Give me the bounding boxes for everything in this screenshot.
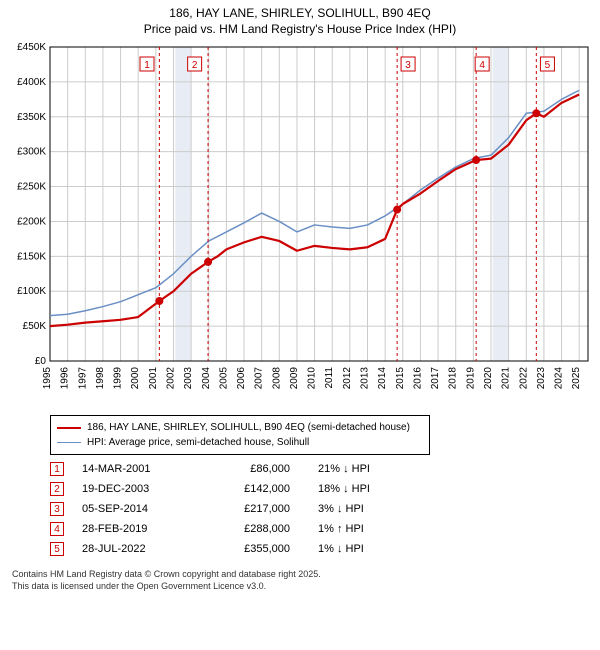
sales-row: 3 05-SEP-2014 £217,000 3% ↓ HPI: [50, 499, 588, 519]
svg-text:2009: 2009: [289, 367, 300, 390]
footer-line1: Contains HM Land Registry data © Crown c…: [12, 569, 588, 581]
sale-price: £86,000: [210, 463, 290, 475]
sale-date: 28-FEB-2019: [82, 523, 192, 535]
svg-text:3: 3: [405, 60, 411, 71]
legend-label-1: 186, HAY LANE, SHIRLEY, SOLIHULL, B90 4E…: [87, 420, 410, 435]
sale-date: 28-JUL-2022: [82, 543, 192, 555]
svg-text:£0: £0: [35, 356, 47, 367]
sale-price: £288,000: [210, 523, 290, 535]
svg-text:2002: 2002: [165, 367, 176, 390]
chart-container: 186, HAY LANE, SHIRLEY, SOLIHULL, B90 4E…: [0, 0, 600, 650]
sale-marker-1: 1: [50, 462, 64, 476]
svg-text:4: 4: [479, 60, 485, 71]
svg-text:2017: 2017: [430, 367, 441, 390]
legend-label-2: HPI: Average price, semi-detached house,…: [87, 435, 309, 450]
sales-row: 2 19-DEC-2003 £142,000 18% ↓ HPI: [50, 479, 588, 499]
svg-text:2004: 2004: [201, 367, 212, 390]
title-line2: Price paid vs. HM Land Registry's House …: [0, 22, 600, 38]
svg-text:£350K: £350K: [17, 112, 46, 123]
svg-text:5: 5: [545, 60, 551, 71]
svg-text:1996: 1996: [60, 367, 71, 390]
svg-text:2022: 2022: [518, 367, 529, 390]
svg-text:£250K: £250K: [17, 182, 46, 193]
sale-marker-4: 4: [50, 522, 64, 536]
sale-marker-3: 3: [50, 502, 64, 516]
footer-line2: This data is licensed under the Open Gov…: [12, 581, 588, 593]
svg-text:1999: 1999: [113, 367, 124, 390]
sale-date: 19-DEC-2003: [82, 483, 192, 495]
legend-row-series2: HPI: Average price, semi-detached house,…: [57, 435, 423, 450]
sales-table: 1 14-MAR-2001 £86,000 21% ↓ HPI 2 19-DEC-2003…: [50, 459, 588, 559]
chart-svg: £0 £50K £100K £150K £200K £250K £300K £350K £400…: [0, 39, 600, 409]
svg-text:£150K: £150K: [17, 252, 46, 263]
title-line1: 186, HAY LANE, SHIRLEY, SOLIHULL, B90 4E…: [0, 6, 600, 22]
svg-text:2024: 2024: [554, 367, 565, 390]
sale-date: 05-SEP-2014: [82, 503, 192, 515]
sales-row: 5 28-JUL-2022 £355,000 1% ↓ HPI: [50, 539, 588, 559]
sale-diff: 1% ↑ HPI: [308, 523, 408, 535]
chart-area: £0 £50K £100K £150K £200K £250K £300K £350K £400…: [0, 39, 600, 409]
sale-date: 14-MAR-2001: [82, 463, 192, 475]
sale-price: £355,000: [210, 543, 290, 555]
svg-text:2012: 2012: [342, 367, 353, 390]
svg-text:2001: 2001: [148, 367, 159, 390]
svg-text:£50K: £50K: [23, 321, 47, 332]
svg-text:1997: 1997: [77, 367, 88, 390]
svg-text:£100K: £100K: [17, 286, 46, 297]
svg-text:2006: 2006: [236, 367, 247, 390]
legend: 186, HAY LANE, SHIRLEY, SOLIHULL, B90 4E…: [50, 415, 430, 455]
legend-row-series1: 186, HAY LANE, SHIRLEY, SOLIHULL, B90 4E…: [57, 420, 423, 435]
svg-text:2018: 2018: [448, 367, 459, 390]
legend-swatch-1: [57, 427, 81, 429]
svg-text:2025: 2025: [571, 367, 582, 390]
svg-text:1: 1: [144, 60, 150, 71]
legend-swatch-2: [57, 442, 81, 444]
svg-text:2021: 2021: [501, 367, 512, 390]
sale-diff: 21% ↓ HPI: [308, 463, 408, 475]
sale-marker-5: 5: [50, 542, 64, 556]
svg-text:£400K: £400K: [17, 77, 46, 88]
svg-text:2003: 2003: [183, 367, 194, 390]
svg-text:2013: 2013: [360, 367, 371, 390]
svg-text:2014: 2014: [377, 367, 388, 390]
svg-text:2: 2: [192, 60, 198, 71]
sale-marker-2: 2: [50, 482, 64, 496]
svg-text:1995: 1995: [42, 367, 53, 390]
svg-text:2023: 2023: [536, 367, 547, 390]
sale-diff: 3% ↓ HPI: [308, 503, 408, 515]
svg-text:2007: 2007: [254, 367, 265, 390]
svg-text:1998: 1998: [95, 367, 106, 390]
sale-diff: 18% ↓ HPI: [308, 483, 408, 495]
svg-text:2015: 2015: [395, 367, 406, 390]
svg-text:2020: 2020: [483, 367, 494, 390]
sales-row: 4 28-FEB-2019 £288,000 1% ↑ HPI: [50, 519, 588, 539]
svg-text:£200K: £200K: [17, 217, 46, 228]
svg-text:£450K: £450K: [17, 42, 46, 53]
title-block: 186, HAY LANE, SHIRLEY, SOLIHULL, B90 4E…: [0, 0, 600, 39]
svg-text:2000: 2000: [130, 367, 141, 390]
svg-text:2016: 2016: [412, 367, 423, 390]
sale-price: £217,000: [210, 503, 290, 515]
sale-diff: 1% ↓ HPI: [308, 543, 408, 555]
svg-text:2008: 2008: [271, 367, 282, 390]
sale-price: £142,000: [210, 483, 290, 495]
sales-row: 1 14-MAR-2001 £86,000 21% ↓ HPI: [50, 459, 588, 479]
svg-text:£300K: £300K: [17, 147, 46, 158]
svg-text:2010: 2010: [307, 367, 318, 390]
svg-text:2011: 2011: [324, 367, 335, 389]
footer: Contains HM Land Registry data © Crown c…: [12, 569, 588, 592]
svg-text:2019: 2019: [465, 367, 476, 390]
svg-text:2005: 2005: [218, 367, 229, 390]
